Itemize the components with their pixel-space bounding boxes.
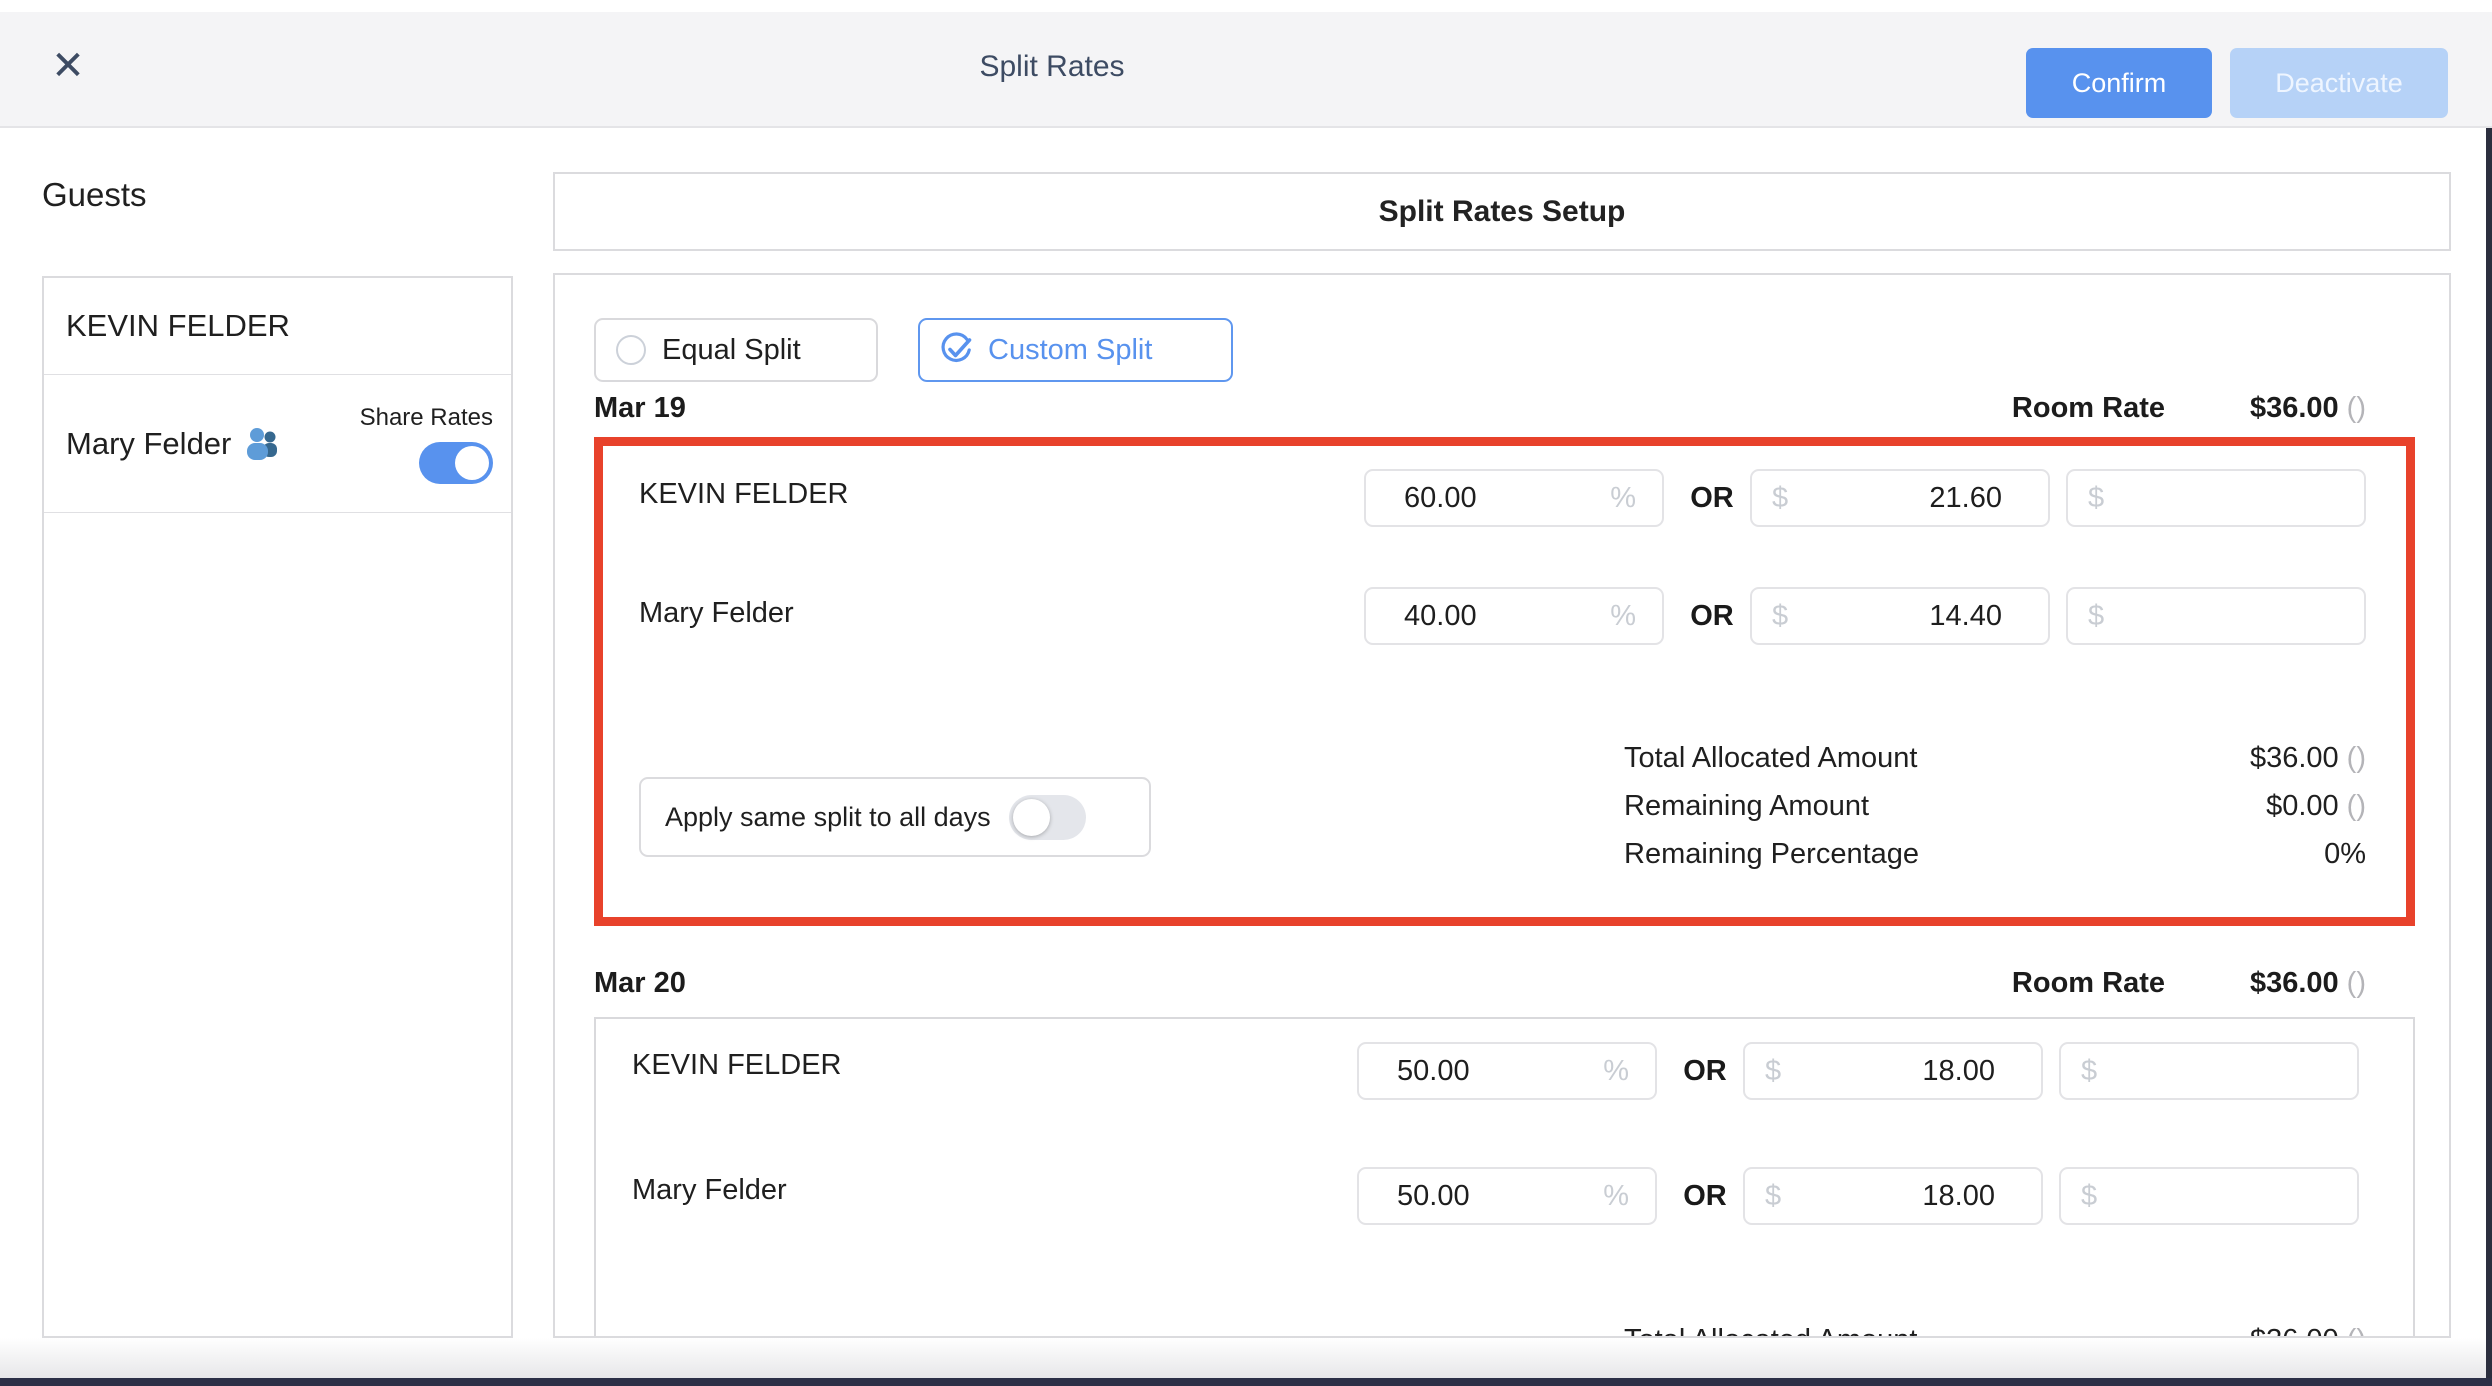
secondary-guest-name: Mary Felder bbox=[66, 425, 232, 461]
day2-row1-amount-input[interactable] bbox=[1745, 1044, 2041, 1098]
equal-split-label: Equal Split bbox=[662, 333, 801, 366]
day1-row1-amount-input-wrap: $ bbox=[1750, 469, 2050, 527]
day2-split-box: KEVIN FELDER % OR $ $ Mary Felder % OR $ bbox=[594, 1017, 2415, 1337]
apply-same-split-box: Apply same split to all days bbox=[639, 777, 1151, 857]
guests-heading: Guests bbox=[42, 176, 147, 213]
remaining-percentage-row: Remaining Percentage 0% bbox=[1624, 830, 2366, 878]
day2-room-rate-label: Room Rate bbox=[2011, 967, 2165, 999]
day2-row1-name: KEVIN FELDER bbox=[632, 1049, 842, 1081]
day2-totals: Total Allocated Amount $36.00() bbox=[1624, 1316, 2366, 1337]
total-allocated-value: $36.00() bbox=[2250, 1324, 2366, 1337]
day2-row1-extra-input-wrap: $ bbox=[2059, 1042, 2359, 1100]
total-allocated-label: Total Allocated Amount bbox=[1624, 1324, 1917, 1337]
day2-row1-percent-input[interactable] bbox=[1359, 1044, 1655, 1098]
day1-row1-percent-input[interactable] bbox=[1366, 471, 1662, 525]
apply-same-split-toggle[interactable] bbox=[1008, 794, 1086, 840]
day1-date: Mar 19 bbox=[594, 392, 686, 424]
day2-room-rate-value: $36.00() bbox=[2249, 967, 2366, 999]
day1-row2-percent-input-wrap: % bbox=[1364, 587, 1664, 645]
total-allocated-row: Total Allocated Amount $36.00() bbox=[1624, 734, 2366, 782]
day1-row1-amount-input[interactable] bbox=[1752, 471, 2048, 525]
day2-room-rate-paren: () bbox=[2346, 967, 2366, 999]
day1-header: Mar 19 Room Rate $36.00() bbox=[555, 388, 2449, 434]
guest-row-secondary[interactable]: Mary Felder Share Rates bbox=[44, 375, 511, 513]
day2-row2-amount-input-wrap: $ bbox=[1743, 1167, 2043, 1225]
day2-row2-percent-input[interactable] bbox=[1359, 1169, 1655, 1223]
users-icon bbox=[243, 426, 283, 467]
modal-header: ✕ Split Rates Confirm Deactivate bbox=[0, 12, 2492, 128]
total-allocated-label: Total Allocated Amount bbox=[1624, 741, 1918, 774]
day2-row2-amount-input[interactable] bbox=[1745, 1169, 2041, 1223]
toggle-knob bbox=[1012, 798, 1050, 836]
day1-row2-extra-input[interactable] bbox=[2068, 589, 2364, 643]
day1-row2-percent-input[interactable] bbox=[1366, 589, 1662, 643]
remaining-amount-label: Remaining Amount bbox=[1624, 789, 1870, 822]
primary-guest-name: KEVIN FELDER bbox=[66, 308, 290, 343]
day1-row2-amount-input[interactable] bbox=[1752, 589, 2048, 643]
share-rates-toggle[interactable] bbox=[419, 441, 493, 484]
background-page-bottom-bar bbox=[0, 1378, 2492, 1386]
remaining-percentage-value: 0% bbox=[2324, 837, 2366, 870]
remaining-amount-row: Remaining Amount $0.00() bbox=[1624, 782, 2366, 830]
or-label: OR bbox=[1690, 599, 1734, 632]
or-label: OR bbox=[1683, 1054, 1727, 1087]
day1-room-rate-value: $36.00() bbox=[2249, 392, 2366, 424]
day2-row2-percent-input-wrap: % bbox=[1357, 1167, 1657, 1225]
day1-row1-percent-input-wrap: % bbox=[1364, 469, 1664, 527]
remaining-amount-value: $0.00() bbox=[2266, 789, 2366, 822]
day1-row1-extra-input-wrap: $ bbox=[2066, 469, 2366, 527]
total-allocated-value: $36.00() bbox=[2249, 741, 2366, 774]
day2-row1-percent-input-wrap: % bbox=[1357, 1042, 1657, 1100]
day2-row2-extra-input-wrap: $ bbox=[2059, 1167, 2359, 1225]
custom-split-option[interactable]: Custom Split bbox=[918, 318, 1233, 382]
day1-row2-extra-input-wrap: $ bbox=[2066, 587, 2366, 645]
total-allocated-row: Total Allocated Amount $36.00() bbox=[1624, 1316, 2366, 1337]
or-label: OR bbox=[1683, 1179, 1727, 1212]
day1-row2-name: Mary Felder bbox=[639, 597, 794, 629]
radio-unselected-icon bbox=[616, 335, 646, 365]
modal-title: Split Rates bbox=[979, 50, 1125, 83]
share-rates-label: Share Rates bbox=[359, 403, 493, 431]
custom-split-label: Custom Split bbox=[988, 333, 1153, 366]
day2-row1-extra-input[interactable] bbox=[2061, 1044, 2357, 1098]
guest-row-primary[interactable]: KEVIN FELDER bbox=[44, 278, 511, 375]
close-icon[interactable]: ✕ bbox=[51, 44, 85, 88]
day1-room-rate-paren: () bbox=[2346, 392, 2366, 424]
setup-title-box: Split Rates Setup bbox=[553, 172, 2451, 251]
background-page-right-edge bbox=[2486, 128, 2492, 1378]
day2-header: Mar 20 Room Rate $36.00() bbox=[555, 963, 2449, 1009]
toggle-knob bbox=[455, 445, 489, 480]
setup-title: Split Rates Setup bbox=[1378, 194, 1626, 228]
split-rates-content: Equal Split Custom Split Mar 19 Room Rat… bbox=[553, 273, 2451, 1338]
remaining-percentage-label: Remaining Percentage bbox=[1624, 837, 1920, 870]
day1-row1-name: KEVIN FELDER bbox=[639, 478, 849, 510]
or-label: OR bbox=[1690, 481, 1734, 514]
guest-list: KEVIN FELDER Mary Felder Share Rates bbox=[42, 276, 513, 1338]
check-circle-icon bbox=[938, 332, 974, 368]
modal-bottom-fade bbox=[0, 1338, 2492, 1378]
confirm-button[interactable]: Confirm bbox=[2026, 48, 2212, 118]
day2-row2-extra-input[interactable] bbox=[2061, 1169, 2357, 1223]
deactivate-button[interactable]: Deactivate bbox=[2230, 48, 2448, 118]
day1-totals: Total Allocated Amount $36.00() Remainin… bbox=[1624, 734, 2366, 878]
share-rates-block: Share Rates bbox=[360, 404, 493, 484]
day2-row2-name: Mary Felder bbox=[632, 1174, 787, 1206]
day1-split-box: KEVIN FELDER % OR $ $ Mary Felder % OR $ bbox=[594, 437, 2415, 926]
day1-room-rate-label: Room Rate bbox=[2011, 392, 2165, 424]
equal-split-option[interactable]: Equal Split bbox=[594, 318, 878, 382]
day1-row2-amount-input-wrap: $ bbox=[1750, 587, 2050, 645]
day2-row1-amount-input-wrap: $ bbox=[1743, 1042, 2043, 1100]
apply-same-split-label: Apply same split to all days bbox=[665, 801, 991, 832]
day1-row1-extra-input[interactable] bbox=[2068, 471, 2364, 525]
day2-date: Mar 20 bbox=[594, 967, 686, 999]
